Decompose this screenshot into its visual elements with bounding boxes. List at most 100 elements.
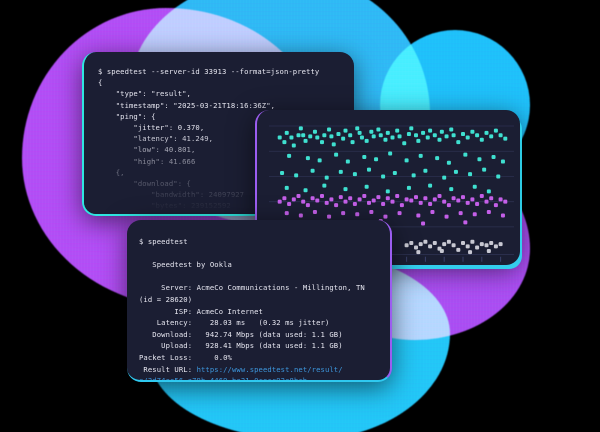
plot-point-upload-57 [397,211,402,216]
row-packetloss-label: Packet Loss: [139,352,193,362]
plot-point-idle-13 [465,244,470,249]
plot-point-upload-59 [430,210,435,214]
plot-point-upload-12 [334,203,339,208]
plot-point-download-90 [482,167,487,172]
plot-point-upload-29 [414,195,418,200]
row-isp-value: AcmeCo Internet [192,306,263,316]
plot-point-upload-1 [282,196,287,201]
plot-point-idle-17 [484,243,489,248]
plot-point-download-73 [477,157,482,162]
plot-point-download-101 [472,184,477,189]
plot-point-upload-52 [327,214,332,219]
plot-point-upload-22 [381,201,386,206]
plot-point-download-65 [362,154,367,159]
row-serverid: (id = 28620) [139,294,193,304]
plot-point-download-32 [390,135,395,140]
plot-point-download-67 [388,151,393,156]
row-latency-value: 28.03 ms (0.32 ms jitter) [192,318,330,328]
plot-point-idle-4 [423,239,428,244]
plot-point-download-13 [322,133,327,138]
plot-point-download-19 [343,128,348,133]
plot-point-upload-17 [357,197,362,202]
json-line-5: "jitter": 0.370, [98,123,205,133]
plot-point-download-34 [397,134,402,139]
plot-point-download-6 [298,126,303,131]
plot-point-download-87 [442,175,447,180]
plot-point-download-15 [329,134,334,139]
plot-point-download-27 [371,134,376,139]
plot-point-download-8 [303,138,308,143]
json-line-7: "low": 40.801, [98,145,196,155]
row-latency-label: Latency: [139,318,193,328]
plot-point-upload-58 [416,213,421,218]
plot-point-upload-64 [500,213,505,218]
plot-point-idle-10 [451,243,456,248]
plot-point-upload-37 [451,196,456,201]
plot-point-idle-9 [446,239,451,244]
plot-point-upload-26 [399,203,404,208]
plot-point-upload-56 [383,214,388,219]
plot-point-download-63 [334,152,339,157]
plot-point-upload-11 [329,197,334,202]
plot-point-upload-69 [463,220,468,225]
plot-point-download-41 [425,135,430,140]
plot-point-download-58 [498,133,503,138]
plot-point-upload-46 [493,203,498,208]
plot-point-upload-25 [395,193,400,198]
row-isp-label: ISP: [139,306,193,316]
plot-point-download-21 [350,140,355,145]
plot-point-download-92 [284,185,289,190]
plot-point-idle-8 [442,242,447,247]
plot-point-upload-50 [298,213,303,218]
plot-point-download-50 [461,132,465,137]
plot-point-download-66 [374,157,379,162]
plot-point-download-71 [446,160,451,165]
result-url-label: Result URL: [139,364,197,374]
plot-point-download-35 [402,141,407,146]
plot-point-download-17 [336,132,341,137]
row-packetloss-value: 0.0% [192,352,232,362]
plot-point-download-12 [320,140,324,145]
plot-point-upload-15 [348,196,353,201]
plot-point-upload-16 [352,201,357,206]
plot-point-upload-48 [503,199,508,204]
plot-point-download-88 [453,169,458,174]
plot-point-download-16 [331,142,336,147]
plot-point-upload-38 [456,198,461,203]
plot-point-download-97 [385,189,390,194]
plot-point-upload-36 [446,203,451,208]
plot-point-download-75 [500,159,505,164]
json-line-11: "bandwidth": 24097927 [98,190,245,200]
plot-point-download-37 [409,126,414,131]
plot-point-download-78 [310,168,315,173]
scatter-plot-svg [269,125,514,262]
summary-command-line: $ speedtest [139,237,188,246]
plot-point-download-20 [348,133,353,138]
plot-point-download-28 [376,127,381,132]
json-line-4: "ping": { [98,111,156,121]
plot-point-upload-24 [390,199,395,204]
plot-point-idle-23 [468,250,473,255]
plot-point-download-36 [406,132,411,137]
plot-point-download-84 [392,171,397,176]
plot-point-download-70 [435,156,440,161]
plot-point-download-83 [381,174,386,179]
plot-point-upload-63 [486,210,491,214]
plot-point-idle-16 [479,242,484,247]
plot-point-download-23 [357,130,362,135]
plot-point-download-89 [468,172,473,177]
plot-point-download-53 [475,133,480,138]
plot-point-download-51 [465,135,470,140]
plot-point-download-86 [423,168,428,173]
plot-point-upload-30 [418,200,423,205]
plot-point-idle-12 [461,240,465,245]
plot-point-idle-1 [409,240,414,245]
result-url-link-part2[interactable]: c/2d74ee56-a79b-4469-ba21-0cecc92c8bcb [139,376,308,382]
result-url-link-part1[interactable]: https://www.speedtest.net/result/ [196,364,343,374]
plot-point-download-94 [322,183,327,188]
plot-point-download-91 [496,174,501,179]
plot-point-upload-62 [472,212,477,217]
plot-point-download-25 [364,138,369,143]
plot-point-upload-68 [421,221,426,226]
